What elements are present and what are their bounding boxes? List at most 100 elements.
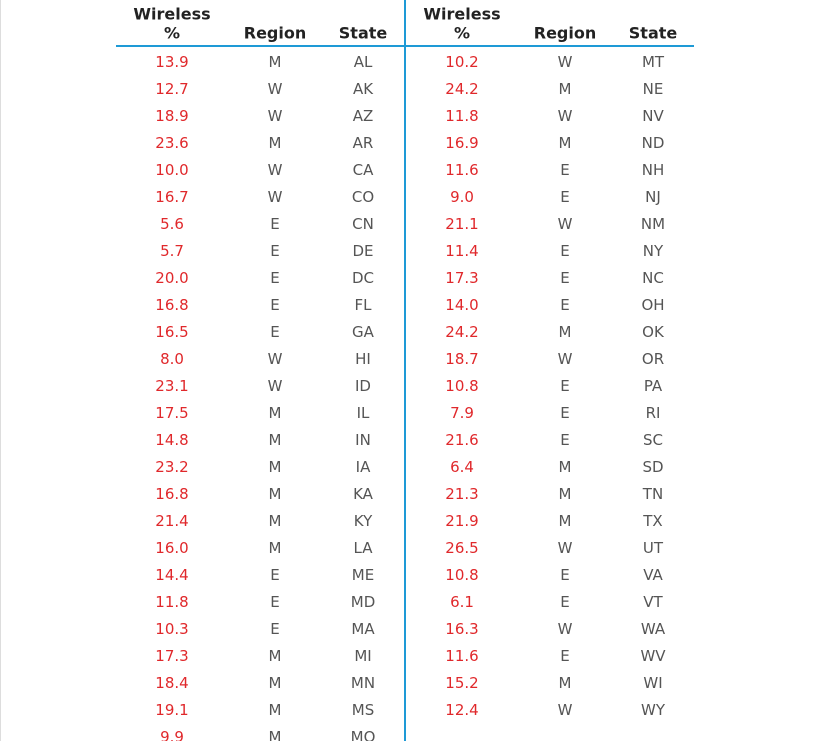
state: LA (353, 539, 373, 557)
wireless-percent: 21.3 (445, 485, 479, 503)
wireless-percent: 19.1 (155, 701, 189, 719)
wireless-percent: 16.8 (155, 485, 189, 503)
header-region: Region (243, 23, 307, 43)
state: ME (351, 566, 375, 584)
wireless-percent: 16.3 (445, 620, 479, 638)
state: NY (642, 242, 664, 260)
wireless-percent: 21.6 (445, 431, 479, 449)
wireless-percent: 21.9 (445, 512, 479, 530)
state: NE (642, 80, 664, 98)
wireless-percent: 21.4 (155, 512, 189, 530)
state: TN (642, 485, 664, 503)
wireless-percent: 26.5 (445, 539, 479, 557)
state: IN (355, 431, 371, 449)
state: MI (354, 647, 372, 665)
wireless-percent: 16.9 (445, 134, 479, 152)
region: E (560, 404, 570, 422)
region: W (557, 539, 573, 557)
state: NV (642, 107, 664, 125)
wireless-percent: 23.2 (155, 458, 189, 476)
wireless-percent: 23.1 (155, 377, 189, 395)
region: M (558, 134, 572, 152)
region: M (268, 404, 282, 422)
region: M (268, 485, 282, 503)
region: M (268, 458, 282, 476)
state: VA (643, 566, 663, 584)
region: W (267, 377, 283, 395)
region: E (270, 269, 280, 287)
region: E (560, 242, 570, 260)
wireless-percent: 6.4 (450, 458, 474, 476)
state: WY (641, 701, 665, 719)
wireless-percent: 17.3 (445, 269, 479, 287)
wireless-percent: 5.6 (160, 215, 184, 233)
region: W (267, 161, 283, 179)
region: M (558, 512, 572, 530)
wireless-percent: 10.0 (155, 161, 189, 179)
state: MS (351, 701, 375, 719)
wireless-percent: 10.3 (155, 620, 189, 638)
wireless-percent: 14.8 (155, 431, 189, 449)
state: AR (352, 134, 374, 152)
state: UT (642, 539, 664, 557)
wireless-percent: 18.7 (445, 350, 479, 368)
wireless-percent: 12.4 (445, 701, 479, 719)
wireless-percent: 24.2 (445, 323, 479, 341)
wireless-percent: 16.8 (155, 296, 189, 314)
state: OR (641, 350, 665, 368)
state: FL (354, 296, 372, 314)
header-wireless-unit: % (453, 23, 471, 43)
region: M (268, 53, 282, 71)
wireless-percent: 20.0 (155, 269, 189, 287)
region: E (270, 296, 280, 314)
wireless-percent: 10.2 (445, 53, 479, 71)
region: E (270, 620, 280, 638)
header-state: State (338, 23, 388, 43)
state: ND (641, 134, 665, 152)
region: M (268, 701, 282, 719)
state: VT (643, 593, 663, 611)
region: E (560, 161, 570, 179)
state: WV (640, 647, 666, 665)
state: MD (350, 593, 376, 611)
state: WA (640, 620, 666, 638)
state: NJ (645, 188, 661, 206)
wireless-percent: 11.4 (445, 242, 479, 260)
wireless-percent: 13.9 (155, 53, 189, 71)
header-wireless-unit: % (163, 23, 181, 43)
state: WI (643, 674, 663, 692)
region: M (268, 134, 282, 152)
state: AL (353, 53, 373, 71)
state: HI (355, 350, 371, 368)
region: M (558, 458, 572, 476)
region: E (270, 242, 280, 260)
wireless-percent: 9.0 (450, 188, 474, 206)
region: E (270, 215, 280, 233)
state: CN (352, 215, 374, 233)
wireless-percent: 17.5 (155, 404, 189, 422)
state: NC (642, 269, 664, 287)
wireless-percent: 10.8 (445, 566, 479, 584)
region: W (557, 620, 573, 638)
header-wireless: Wireless (423, 4, 501, 24)
region: W (557, 53, 573, 71)
left-border (0, 0, 1, 741)
region: E (270, 566, 280, 584)
region: W (267, 107, 283, 125)
state: AK (352, 80, 374, 98)
wireless-percent: 6.1 (450, 593, 474, 611)
state: CO (351, 188, 375, 206)
state: NH (641, 161, 665, 179)
region: E (560, 269, 570, 287)
wireless-percent: 12.7 (155, 80, 189, 98)
state: MN (350, 674, 376, 692)
wireless-percent: 24.2 (445, 80, 479, 98)
state: GA (352, 323, 374, 341)
state: NM (640, 215, 666, 233)
region: W (557, 701, 573, 719)
region: E (560, 566, 570, 584)
wireless-percent: 14.4 (155, 566, 189, 584)
region: M (268, 539, 282, 557)
wireless-percent: 14.0 (445, 296, 479, 314)
wireless-percent: 11.8 (155, 593, 189, 611)
